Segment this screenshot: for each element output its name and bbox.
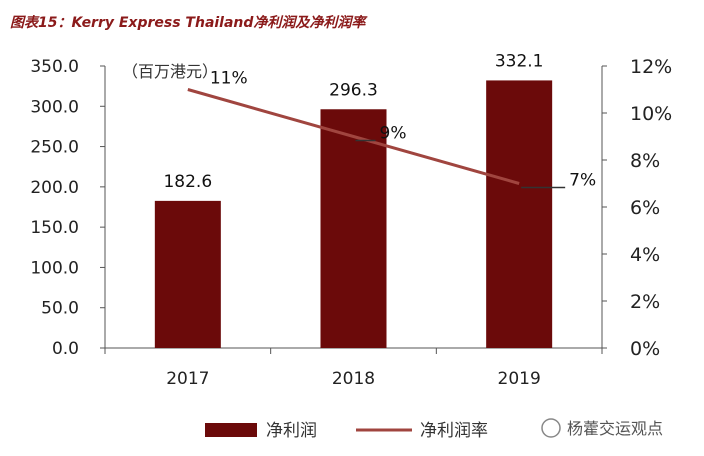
x-tick-label: 2017 — [166, 369, 209, 389]
wechat-icon — [541, 418, 561, 438]
y-right-tick-label: 2% — [630, 291, 660, 313]
y-right-tick-label: 8% — [630, 150, 660, 172]
line-data-label: 7% — [569, 171, 596, 191]
bar-2019 — [486, 80, 553, 348]
watermark-text: 杨藿交运观点 — [567, 419, 663, 438]
line-data-label: 11% — [210, 69, 248, 89]
legend-label-bar: 净利润 — [266, 421, 317, 441]
y-right-tick-label: 6% — [630, 197, 660, 219]
y-left-tick-label: 0.0 — [52, 339, 79, 359]
bar-data-label: 182.6 — [163, 172, 212, 192]
x-tick-label: 2018 — [332, 369, 375, 389]
y-right-tick-label: 10% — [630, 103, 672, 125]
line-data-label: 9% — [380, 124, 407, 144]
bar-2018 — [320, 109, 387, 349]
y-right-tick-label: 4% — [630, 244, 660, 266]
x-tick-label: 2019 — [498, 369, 541, 389]
chart-title: 图表15：Kerry Express Thailand净利润及净利润率 — [10, 15, 366, 31]
y-right-tick-label: 12% — [630, 56, 672, 78]
y-left-tick-label: 50.0 — [41, 299, 79, 319]
y-left-tick-label: 350.0 — [30, 57, 79, 77]
unit-label: （百万港元） — [122, 62, 218, 81]
y-right-tick-label: 0% — [630, 338, 660, 360]
net-margin-line — [187, 88, 520, 185]
y-left-tick-label: 150.0 — [30, 218, 79, 238]
bar-2017 — [154, 200, 221, 348]
y-left-tick-label: 250.0 — [30, 138, 79, 158]
y-left-tick-label: 100.0 — [30, 258, 79, 278]
y-left-tick-label: 200.0 — [30, 178, 79, 198]
y-left-tick-label: 300.0 — [30, 97, 79, 117]
bar-data-label: 296.3 — [329, 80, 378, 100]
legend-label-line: 净利润率 — [420, 421, 488, 441]
legend-swatch-bar — [205, 423, 257, 437]
bar-data-label: 332.1 — [495, 51, 544, 71]
